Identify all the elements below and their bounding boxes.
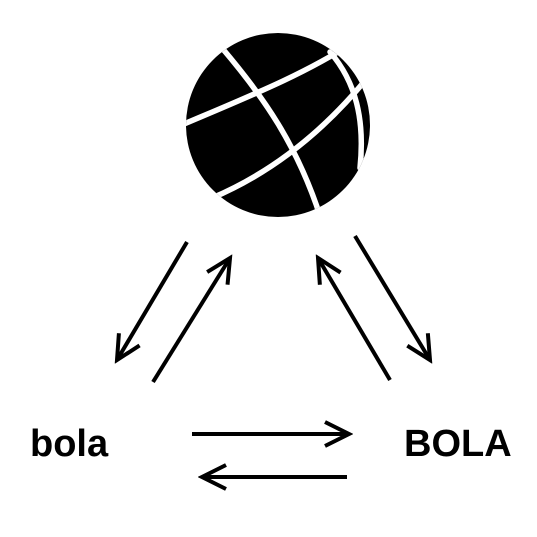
label-lowercase-word: bola <box>30 423 109 465</box>
arrow-lower-to-picture <box>151 258 230 384</box>
basketball-icon <box>186 33 370 217</box>
arrow-upper-to-picture <box>318 258 392 382</box>
arrow-picture-to-upper <box>353 234 430 360</box>
label-uppercase-word: BOLA <box>404 423 512 465</box>
arrow-picture-to-lower <box>117 240 189 360</box>
